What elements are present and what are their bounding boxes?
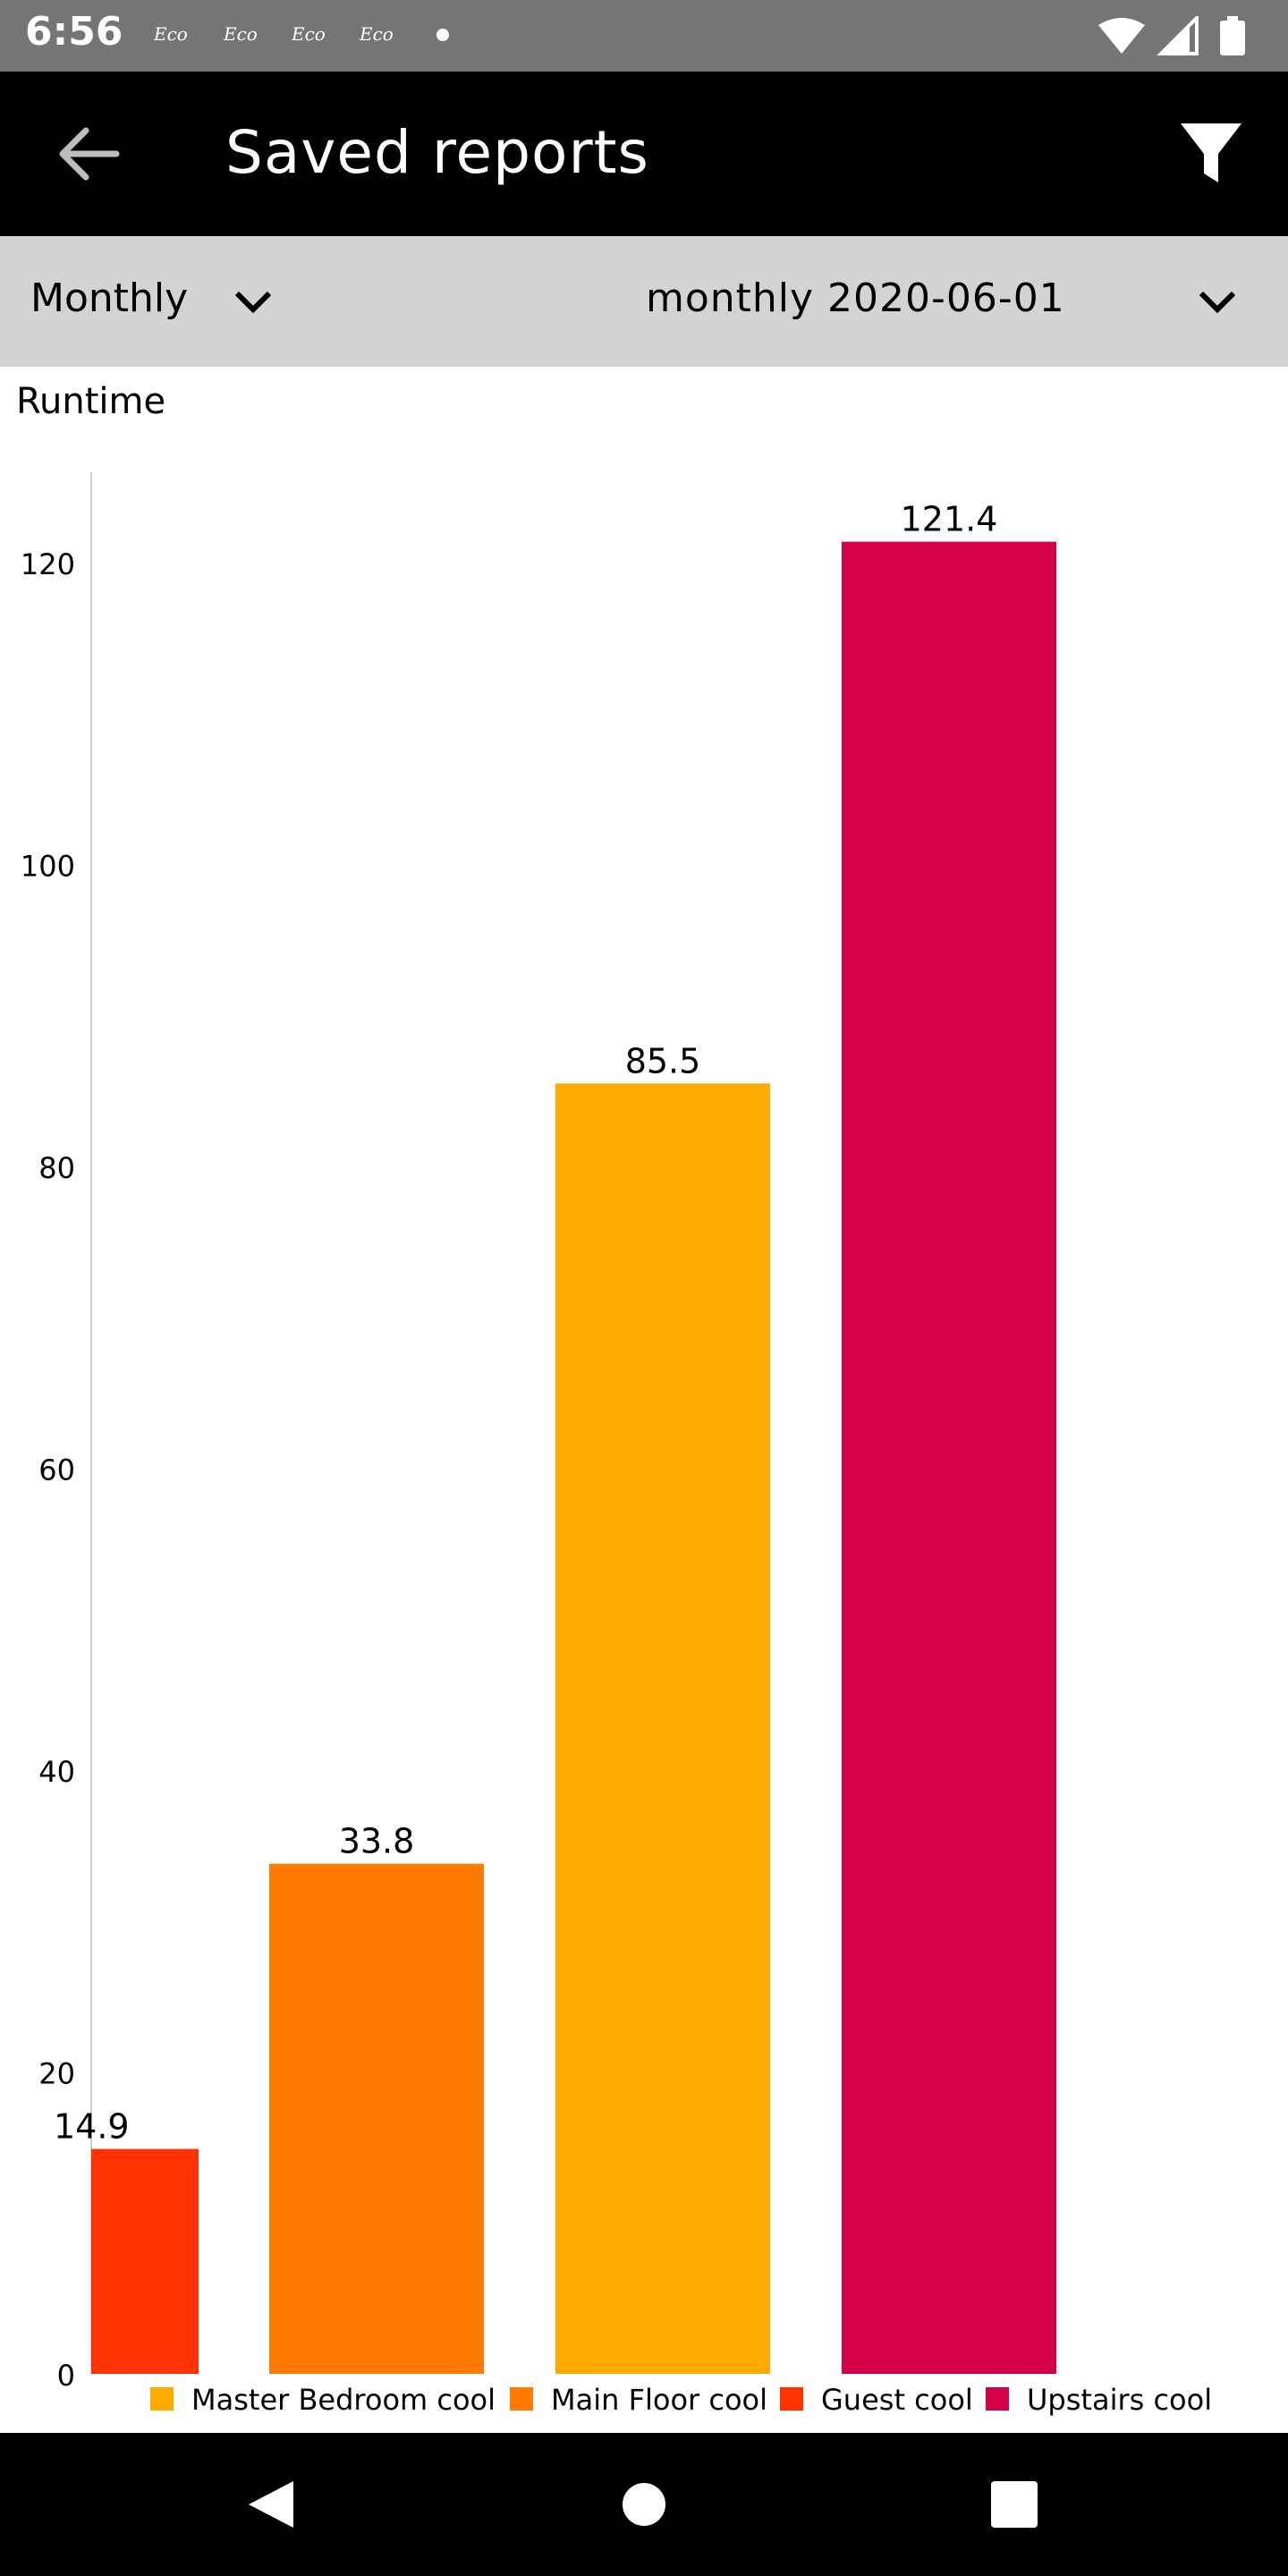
legend-swatch [510, 2387, 533, 2411]
period-dropdown[interactable]: Monthly [30, 267, 299, 338]
report-dropdown[interactable]: monthly 2020-06-01 [644, 267, 1252, 338]
wifi-icon [1098, 18, 1145, 54]
app-bar: Saved reports [0, 72, 1288, 236]
filter-button[interactable] [1177, 118, 1245, 190]
filter-icon [1181, 123, 1241, 182]
nav-recents-button[interactable] [979, 2469, 1050, 2540]
eco-notification-icon: Eco [224, 23, 258, 45]
y-tick-label: 100 [21, 850, 75, 884]
arrow-back-icon [59, 127, 120, 181]
chevron-down-icon [1199, 291, 1236, 314]
y-tick-label: 0 [57, 2359, 75, 2393]
report-dropdown-value: monthly 2020-06-01 [646, 275, 1065, 321]
period-dropdown-value: Monthly [30, 275, 189, 321]
legend-label: Master Bedroom cool [191, 2383, 496, 2417]
y-tick-label: 60 [38, 1453, 75, 1487]
status-icons [1098, 16, 1245, 55]
legend-swatch [150, 2387, 174, 2411]
nav-home-button[interactable] [608, 2469, 680, 2540]
bar [91, 2148, 199, 2374]
y-tick-label: 20 [38, 2057, 75, 2091]
square-recents-icon [991, 2481, 1038, 2528]
bar-data-label: 14.9 [54, 2107, 130, 2147]
triangle-back-icon [249, 2481, 293, 2528]
bar-data-label: 33.8 [339, 1822, 415, 1861]
bar-data-label: 121.4 [901, 500, 998, 539]
status-time: 6:56 [25, 9, 123, 55]
circle-home-icon [623, 2483, 665, 2526]
chart-title: Runtime [16, 381, 166, 422]
page-title: Saved reports [225, 118, 649, 187]
system-nav-bar [0, 2433, 1288, 2576]
eco-notification-icon: Eco [154, 23, 188, 45]
y-tick-label: 80 [38, 1151, 75, 1185]
legend-label: Upstairs cool [1027, 2383, 1212, 2417]
legend-swatch [986, 2387, 1009, 2411]
runtime-bar-chart: 0 20 40 60 80 100 120 14.9 33.8 85.5 121.4 Master B… [21, 472, 1212, 2417]
chevron-down-icon [234, 291, 272, 314]
more-notifications-dot-icon [436, 29, 449, 41]
y-tick-label: 120 [21, 547, 75, 581]
bar [555, 1083, 770, 2374]
legend-label: Guest cool [821, 2383, 973, 2417]
back-button[interactable] [54, 123, 122, 184]
legend-label: Main Floor cool [551, 2383, 767, 2417]
legend-swatch [780, 2387, 803, 2411]
bar [269, 1863, 484, 2374]
status-bar: 6:56 Eco Eco Eco Eco [0, 0, 1288, 72]
battery-icon [1220, 16, 1245, 55]
bar [842, 541, 1056, 2375]
y-tick-label: 40 [38, 1755, 75, 1789]
nav-back-button[interactable] [238, 2469, 309, 2540]
bar-data-label: 85.5 [625, 1041, 701, 1080]
eco-notification-icon: Eco [360, 23, 394, 45]
eco-notification-icon: Eco [292, 23, 326, 45]
report-selector-bar: Monthly monthly 2020-06-01 [0, 236, 1288, 367]
